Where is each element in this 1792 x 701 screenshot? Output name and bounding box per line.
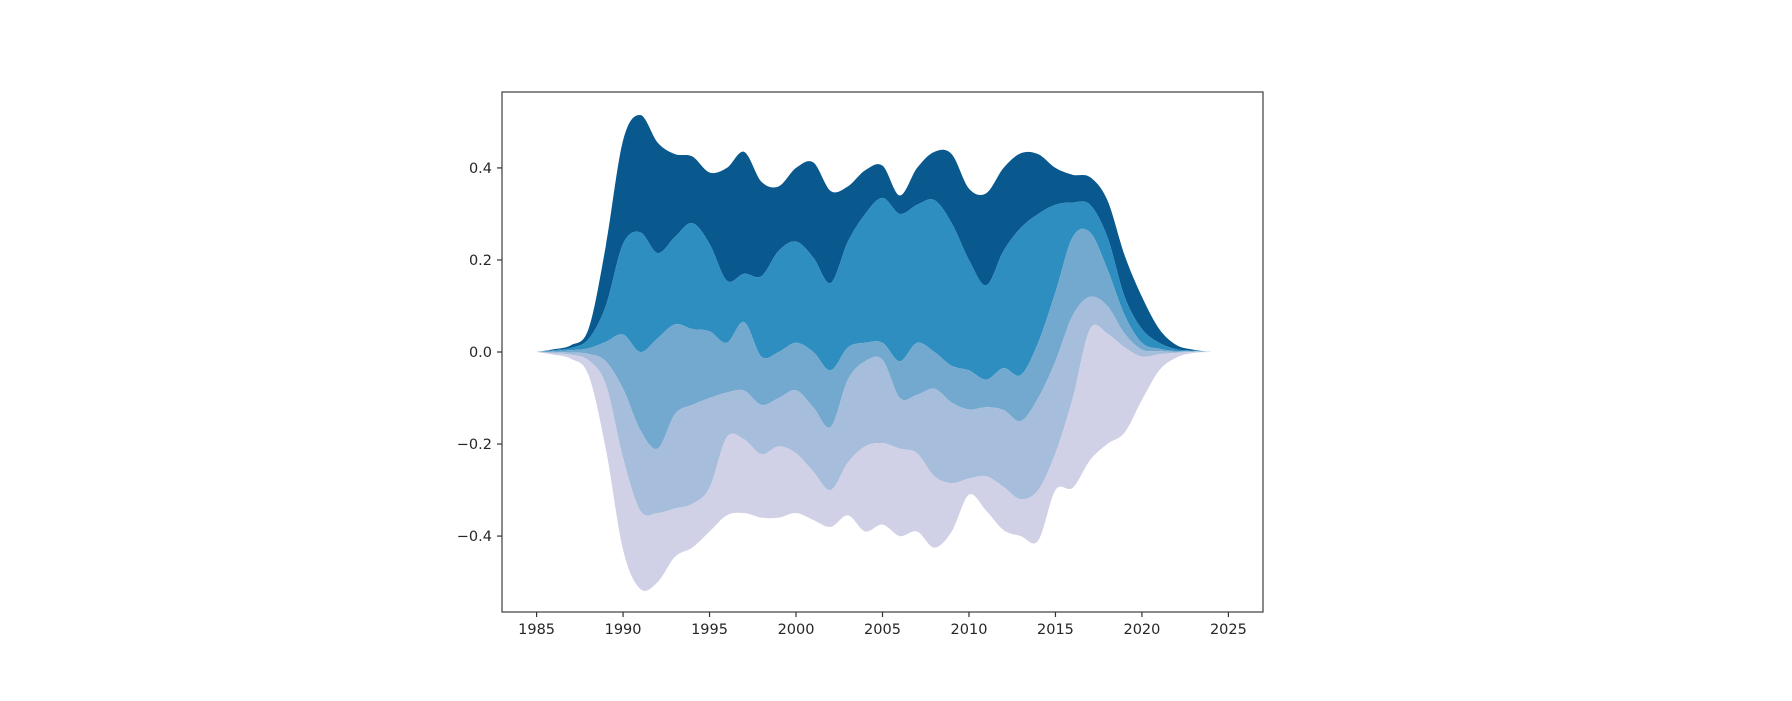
x-tick-label: 2025 bbox=[1210, 622, 1247, 638]
stream-layer-4-light-blue bbox=[536, 296, 1212, 516]
x-tick-label: 2015 bbox=[1037, 622, 1074, 638]
y-tick-label: −0.4 bbox=[457, 529, 492, 545]
x-tick-label: 1985 bbox=[518, 622, 555, 638]
x-tick-label: 1995 bbox=[691, 622, 728, 638]
stream-layer-2-medium-blue bbox=[536, 197, 1212, 380]
y-tick-label: −0.2 bbox=[457, 437, 492, 453]
x-tick-label: 2000 bbox=[778, 622, 815, 638]
y-tick-label: 0.0 bbox=[469, 345, 492, 361]
x-tick-label: 2005 bbox=[864, 622, 901, 638]
x-tick-label: 2010 bbox=[951, 622, 988, 638]
stream-layer-5-lavender bbox=[536, 324, 1212, 591]
y-tick-label: 0.4 bbox=[469, 161, 492, 177]
x-tick-label: 2020 bbox=[1123, 622, 1160, 638]
y-tick-label: 0.2 bbox=[469, 253, 492, 269]
stream-layer-1-dark-blue bbox=[536, 114, 1212, 352]
stream-layer-3-mid-light-blue bbox=[536, 228, 1212, 450]
x-tick-label: 1990 bbox=[605, 622, 642, 638]
